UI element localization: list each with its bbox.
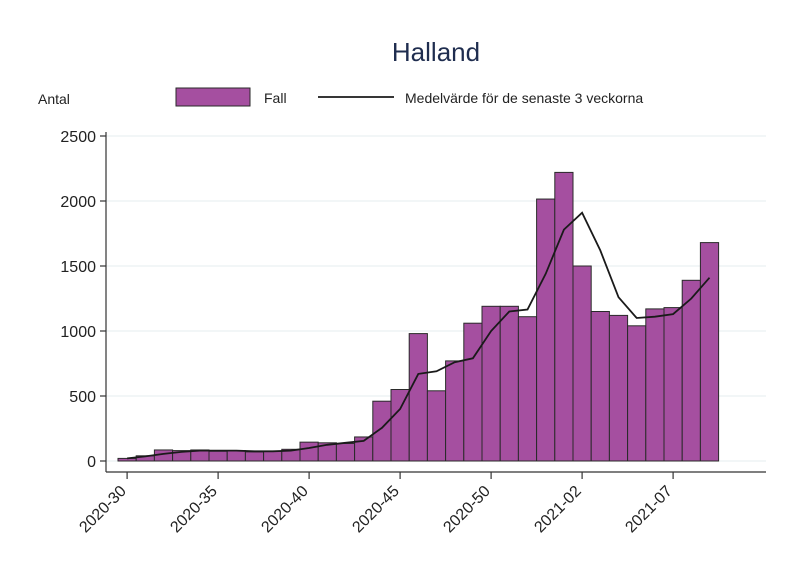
bar-2020-53 bbox=[536, 198, 556, 462]
bar-2021-05 bbox=[627, 325, 647, 462]
bar-2020-42 bbox=[335, 442, 356, 462]
bars bbox=[117, 171, 720, 462]
bar-2021-07 bbox=[663, 307, 683, 462]
bar-2020-40 bbox=[299, 441, 319, 462]
bar-2020-50 bbox=[481, 305, 501, 462]
y-tick-label: 1500 bbox=[60, 259, 96, 276]
bar-2020-46 bbox=[408, 333, 428, 462]
x-tick-label: 2020-50 bbox=[440, 483, 494, 537]
bar-2020-47 bbox=[426, 390, 447, 462]
bar-2021-01 bbox=[554, 171, 574, 462]
y-tick-label: 2500 bbox=[60, 129, 96, 146]
bar-2021-03 bbox=[590, 311, 610, 462]
legend-label-fall: Fall bbox=[264, 90, 287, 106]
bar-2020-35 bbox=[208, 450, 228, 462]
chart-title: Halland bbox=[392, 37, 480, 67]
bar-2020-30 bbox=[117, 457, 137, 462]
bar-2020-51 bbox=[499, 305, 519, 462]
y-ticks: 0 500 1000 1500 2000 2500 bbox=[60, 129, 106, 471]
bar-2020-37 bbox=[244, 451, 265, 462]
bar-2020-38 bbox=[263, 450, 283, 462]
average-line-layer bbox=[127, 211, 711, 460]
y-tick-label: 2000 bbox=[60, 194, 96, 211]
x-tick-label: 2021-02 bbox=[531, 483, 585, 537]
y-tick-label: 0 bbox=[87, 454, 96, 471]
bar-2020-45 bbox=[390, 389, 410, 462]
x-tick-label: 2021-07 bbox=[622, 483, 676, 537]
x-tick-label: 2020-30 bbox=[76, 483, 130, 537]
bar-2021-09 bbox=[699, 242, 720, 462]
legend-swatch-fall bbox=[175, 87, 251, 107]
bar-2021-06 bbox=[645, 308, 665, 462]
average-line bbox=[127, 211, 711, 460]
bar-2021-04 bbox=[608, 314, 629, 462]
legend: Fall Medelvärde för de senaste 3 veckorn… bbox=[175, 87, 643, 107]
x-tick-label: 2020-40 bbox=[258, 483, 312, 537]
legend-label-average: Medelvärde för de senaste 3 veckorna bbox=[405, 90, 643, 106]
bar-2021-02 bbox=[572, 265, 592, 462]
x-tick-label: 2020-45 bbox=[349, 483, 403, 537]
bar-2020-48 bbox=[445, 360, 465, 462]
bar-2020-52 bbox=[517, 316, 538, 462]
bar-2020-36 bbox=[226, 450, 246, 462]
x-tick-label: 2020-35 bbox=[167, 483, 221, 537]
y-tick-label: 1000 bbox=[60, 324, 96, 341]
bar-2021-08 bbox=[681, 279, 701, 462]
y-tick-label: 500 bbox=[69, 389, 96, 406]
x-ticks: 2020-30 2020-35 2020-40 2020-45 2020-50 2021-… bbox=[76, 472, 676, 536]
y-axis-label: Antal bbox=[38, 91, 70, 107]
bar-2020-44 bbox=[372, 400, 392, 462]
bar-2020-49 bbox=[463, 322, 483, 462]
